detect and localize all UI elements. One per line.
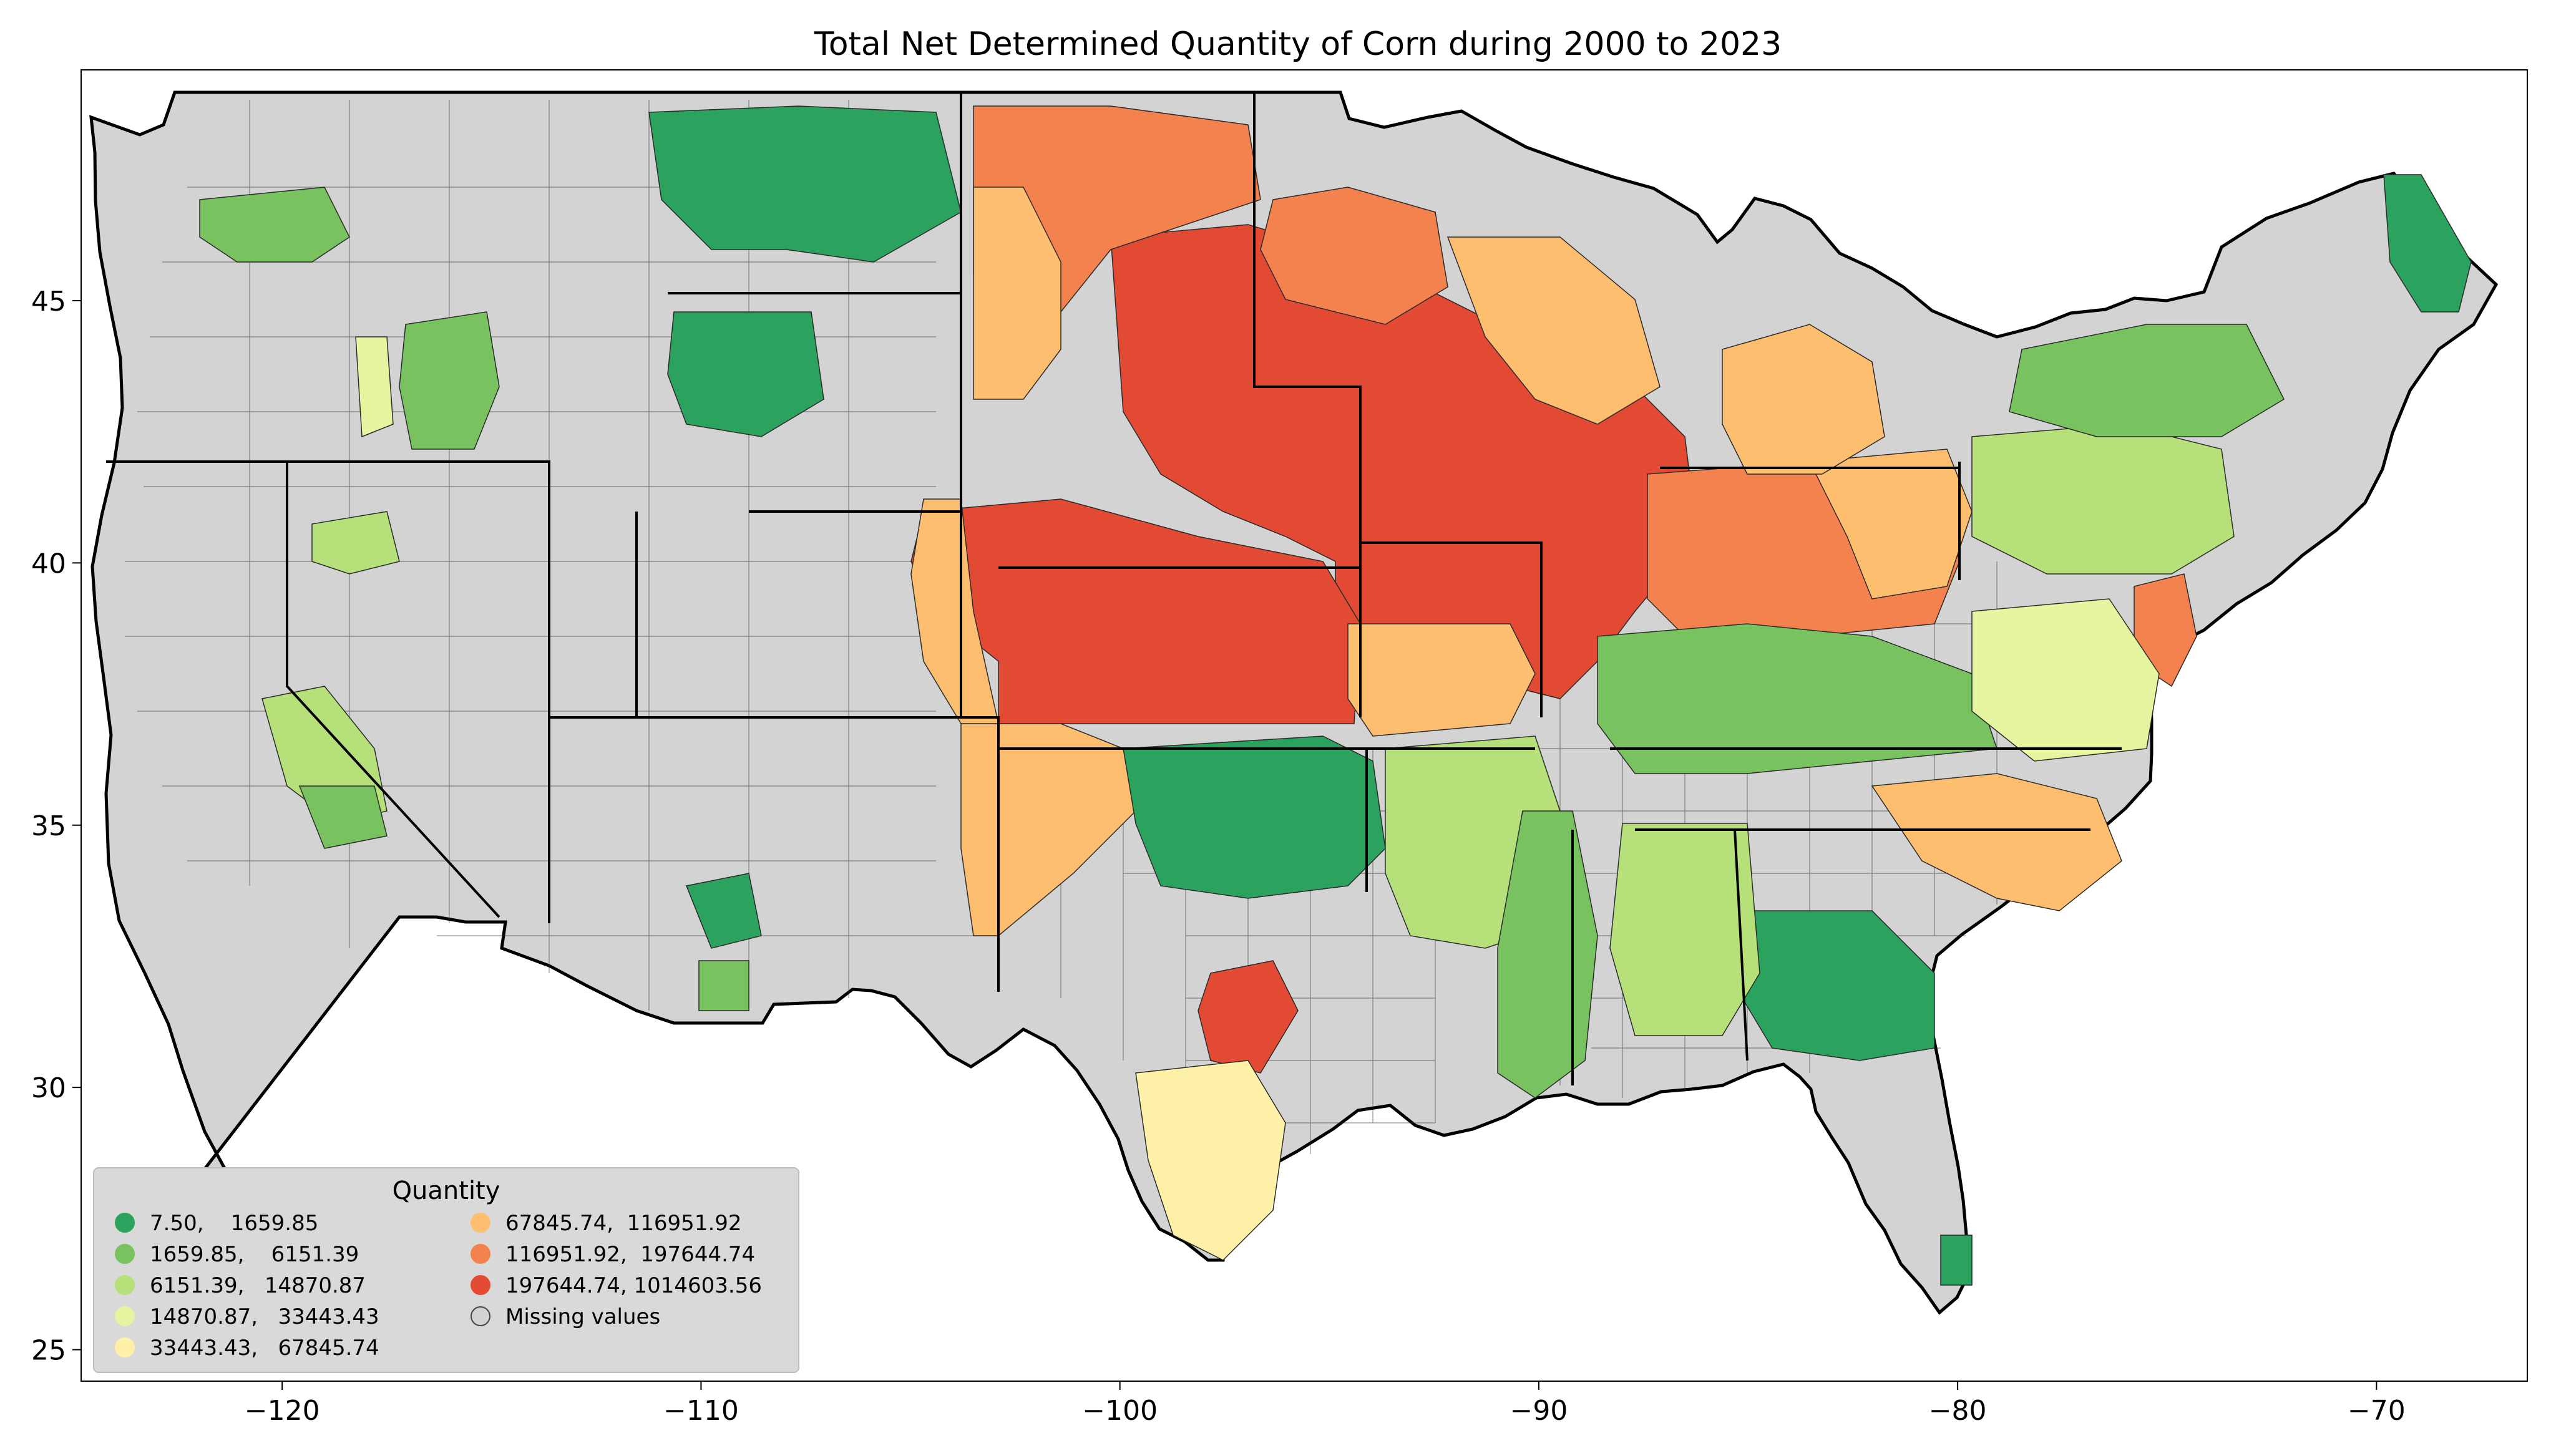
region-florida-east <box>1940 1235 1973 1286</box>
region-central-texas <box>1198 960 1299 1074</box>
y-axis: 25 30 35 40 45 <box>31 286 81 1367</box>
region-arizona <box>698 960 749 1011</box>
legend-label: 1659.85, 6151.39 <box>150 1242 359 1267</box>
region-dakota-mid <box>973 187 1061 400</box>
legend-box <box>93 1167 799 1373</box>
legend-label: 6151.39, 14870.87 <box>150 1273 366 1298</box>
region-wisconsin <box>1446 236 1661 425</box>
county-regions <box>199 105 2472 1286</box>
region-washington-east <box>199 187 350 263</box>
x-tick-label: −110 <box>663 1395 739 1427</box>
x-tick-label: −120 <box>245 1395 320 1427</box>
region-wyoming <box>667 311 824 437</box>
legend-swatch <box>115 1213 135 1233</box>
region-ny <box>2009 324 2285 437</box>
region-colorado-east <box>910 498 999 724</box>
region-carolina <box>1871 773 2122 911</box>
legend-label: 116951.92, 197644.74 <box>505 1242 755 1267</box>
x-axis: −120 −110 −100 −90 −80 −70 <box>245 1381 2406 1427</box>
state-borders <box>106 92 2122 1085</box>
region-montana-north <box>648 105 962 263</box>
legend-label: Missing values <box>505 1304 660 1329</box>
y-tick-label: 25 <box>31 1335 66 1367</box>
legend-entries: 7.50, 1659.85 1659.85, 6151.39 6151.39, 14… <box>115 1211 762 1361</box>
chart-title: Total Net Determined Quantity of Corn du… <box>814 26 1782 63</box>
region-ohio-east <box>1808 449 1973 599</box>
legend-label: 67845.74, 116951.92 <box>505 1211 742 1236</box>
legend-title: Quantity <box>393 1177 500 1205</box>
region-new-mexico <box>685 873 762 949</box>
region-michigan-lower <box>1722 324 1885 475</box>
region-virginia <box>1971 598 2160 762</box>
region-missouri-south <box>1347 623 1536 737</box>
legend-label: 14870.87, 33443.43 <box>150 1304 379 1329</box>
region-oklahoma-east <box>1123 735 1386 899</box>
legend-label: 197644.74, 1014603.56 <box>505 1273 762 1298</box>
region-california-south <box>298 785 388 849</box>
legend-swatch <box>115 1275 135 1295</box>
region-idaho <box>399 311 500 450</box>
y-tick-label: 40 <box>31 548 66 580</box>
legend-label: 7.50, 1659.85 <box>150 1211 318 1236</box>
x-tick-label: −90 <box>1510 1395 1568 1427</box>
x-tick-label: −100 <box>1082 1395 1158 1427</box>
y-tick-label: 45 <box>31 286 66 318</box>
legend-swatch <box>115 1337 135 1357</box>
region-mn-north <box>1260 187 1448 325</box>
x-tick-label: −80 <box>1929 1395 1987 1427</box>
region-idaho-south <box>355 336 394 438</box>
region-oklahoma-texas-panhandle <box>960 723 1136 936</box>
region-utah <box>311 511 400 575</box>
legend: Quantity 7.50, 1659.85 1659.85, 6151.39 61… <box>93 1167 799 1373</box>
legend-swatch <box>115 1306 135 1326</box>
legend-swatch <box>115 1244 135 1264</box>
y-tick-label: 35 <box>31 810 66 842</box>
region-alabama <box>1609 823 1760 1036</box>
region-maine <box>2383 174 2472 313</box>
legend-swatch <box>471 1275 490 1295</box>
region-south-texas <box>1135 1060 1286 1261</box>
legend-label: 33443.43, 67845.74 <box>150 1336 379 1361</box>
y-tick-label: 30 <box>31 1072 66 1104</box>
x-tick-label: −70 <box>2348 1395 2406 1427</box>
region-pennsylvania <box>1971 424 2235 575</box>
legend-swatch <box>471 1306 490 1326</box>
legend-swatch <box>471 1213 490 1233</box>
legend-swatch <box>471 1244 490 1264</box>
